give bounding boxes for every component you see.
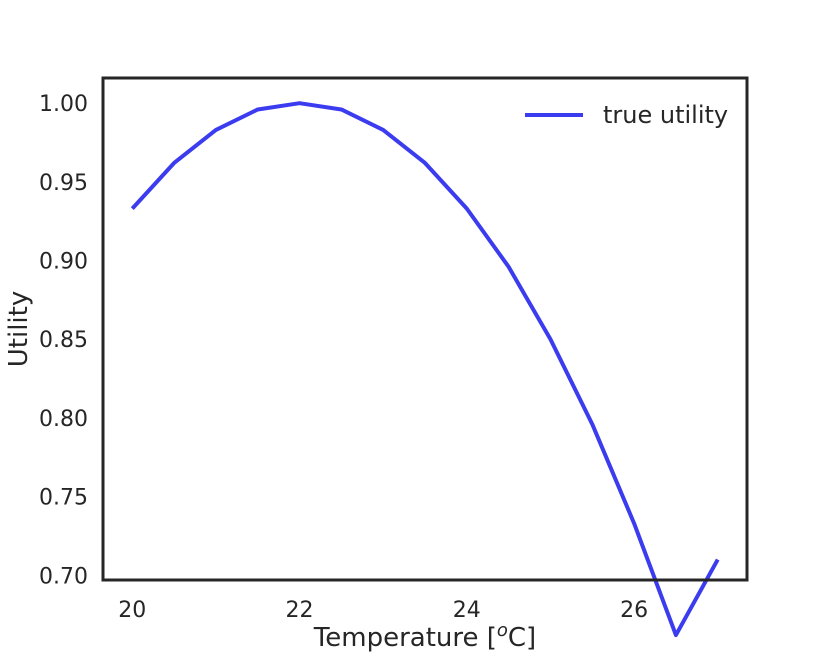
x-tick-label: 20 bbox=[118, 598, 146, 623]
x-tick-label: 22 bbox=[286, 598, 314, 623]
x-axis-title: Temperature [oC] bbox=[313, 620, 536, 653]
series-line-true-utility bbox=[130, 101, 720, 638]
y-tick-label: 0.80 bbox=[39, 407, 88, 432]
legend-label-true-utility: true utility bbox=[603, 101, 728, 129]
plot-frame bbox=[101, 76, 749, 582]
x-tick-labels: 20 22 24 26 bbox=[118, 598, 648, 623]
plot-area bbox=[103, 78, 747, 580]
y-tick-label: 0.70 bbox=[39, 564, 88, 589]
x-tick-label: 26 bbox=[620, 598, 648, 623]
y-axis-title: Utility bbox=[4, 291, 34, 367]
x-tick-label: 24 bbox=[453, 598, 481, 623]
y-tick-labels: 0.70 0.75 0.80 0.85 0.90 0.95 1.00 bbox=[39, 92, 88, 589]
series-layer bbox=[130, 101, 720, 638]
y-tick-label: 0.75 bbox=[39, 486, 88, 511]
y-tick-label: 0.95 bbox=[39, 171, 88, 196]
legend: true utility bbox=[525, 101, 728, 129]
y-tick-label: 0.90 bbox=[39, 250, 88, 275]
y-tick-label: 1.00 bbox=[39, 92, 88, 117]
y-tick-label: 0.85 bbox=[39, 328, 88, 353]
